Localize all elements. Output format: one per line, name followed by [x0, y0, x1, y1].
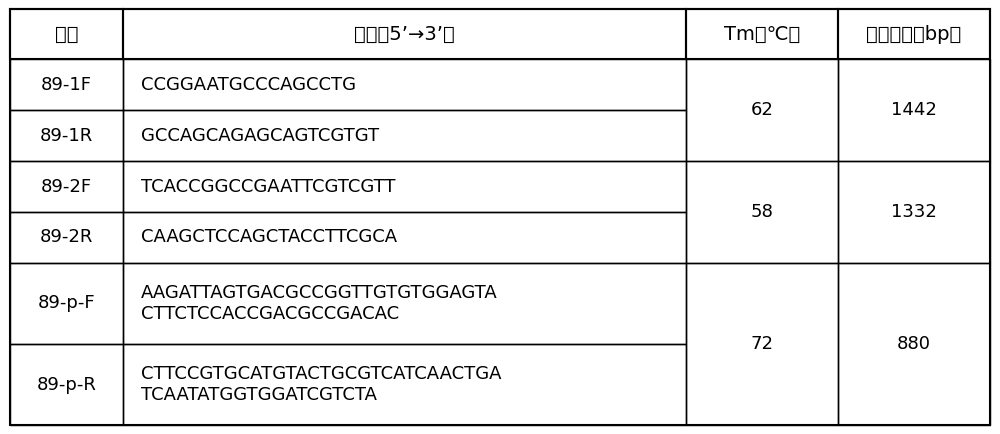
Text: 扩增长度（bp）: 扩增长度（bp）: [866, 25, 962, 43]
Bar: [10, 110, 123, 161]
Bar: [123, 263, 686, 344]
Bar: [10, 59, 123, 110]
Bar: [123, 161, 686, 212]
Bar: [838, 263, 990, 425]
Text: 880: 880: [897, 335, 931, 353]
Bar: [10, 161, 123, 212]
Text: 72: 72: [751, 335, 774, 353]
Text: CAAGCTCCAGCTACCTTCGCA: CAAGCTCCAGCTACCTTCGCA: [141, 228, 397, 247]
Bar: [10, 212, 123, 263]
Bar: [123, 59, 686, 110]
Bar: [838, 161, 990, 263]
Bar: [686, 263, 838, 425]
Text: 89-2R: 89-2R: [40, 228, 93, 247]
Text: CTTCCGTGCATGTACTGCGTCATCAACTGA
TCAATATGGTGGATCGTCTA: CTTCCGTGCATGTACTGCGTCATCAACTGA TCAATATGG…: [141, 365, 501, 404]
Bar: [686, 59, 838, 161]
Text: 序列（5’→3’）: 序列（5’→3’）: [354, 25, 455, 43]
Bar: [10, 9, 123, 59]
Text: 62: 62: [751, 101, 774, 119]
Text: AAGATTAGTGACGCCGGTTGTGTGGAGTA
CTTCTCCACCGACGCCGACAC: AAGATTAGTGACGCCGGTTGTGTGGAGTA CTTCTCCACC…: [141, 284, 497, 323]
Text: 58: 58: [751, 203, 774, 221]
Text: TCACCGGCCGAATTCGTCGTT: TCACCGGCCGAATTCGTCGTT: [141, 178, 395, 195]
Text: Tm（℃）: Tm（℃）: [724, 25, 800, 43]
Text: 1442: 1442: [891, 101, 937, 119]
Bar: [838, 9, 990, 59]
Text: GCCAGCAGAGCAGTCGTGT: GCCAGCAGAGCAGTCGTGT: [141, 127, 379, 145]
Text: 89-1F: 89-1F: [41, 76, 92, 94]
Bar: [10, 263, 123, 344]
Bar: [686, 9, 838, 59]
Bar: [123, 344, 686, 425]
Text: 89-p-F: 89-p-F: [38, 294, 95, 312]
Text: 89-2F: 89-2F: [41, 178, 92, 195]
Text: 引物: 引物: [55, 25, 78, 43]
Bar: [123, 212, 686, 263]
Text: 89-1R: 89-1R: [40, 127, 93, 145]
Bar: [10, 344, 123, 425]
Bar: [123, 110, 686, 161]
Text: 1332: 1332: [891, 203, 937, 221]
Bar: [123, 9, 686, 59]
Bar: [686, 161, 838, 263]
Bar: [838, 59, 990, 161]
Text: 89-p-R: 89-p-R: [36, 376, 96, 394]
Text: CCGGAATGCCCAGCCTG: CCGGAATGCCCAGCCTG: [141, 76, 356, 94]
